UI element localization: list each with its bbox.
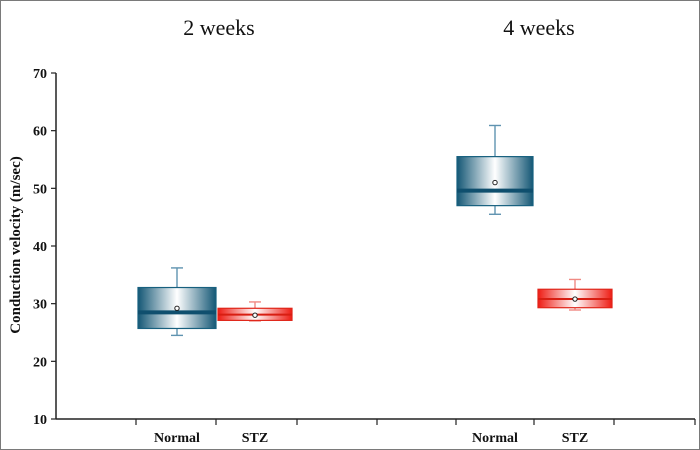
x-category-label: Normal (472, 431, 518, 446)
x-category-label: STZ (562, 431, 588, 446)
y-tick-label: 10 (33, 413, 47, 428)
mean-marker (492, 179, 498, 186)
y-tick-label: 70 (33, 67, 47, 82)
y-tick-label: 30 (33, 298, 47, 313)
x-ticks (135, 419, 696, 425)
y-tick-label: 60 (33, 125, 47, 140)
box-2-weeks-stz: STZ (217, 301, 293, 446)
box-4-weeks-stz: STZ (537, 278, 613, 446)
y-tick-label: 20 (33, 355, 47, 370)
y-axis-label: Conduction velocity (m/sec) (8, 156, 24, 333)
y-tick-label: 40 (33, 240, 47, 255)
x-category-label: STZ (242, 431, 268, 446)
boxes: Normal STZ Normal STZ (137, 124, 613, 446)
x-category-label: Normal (154, 431, 200, 446)
group-title-2-weeks: 2 weeks (183, 15, 254, 40)
group-title-4-weeks: 4 weeks (503, 15, 574, 40)
mean-marker (252, 312, 258, 318)
box-iqr (137, 286, 217, 330)
box-2-weeks-normal: Normal (137, 267, 217, 446)
mean-marker (572, 296, 578, 302)
box-4-weeks-normal: Normal (456, 124, 534, 446)
y-ticks: 10 20 30 40 50 60 70 (33, 67, 56, 428)
y-tick-label: 50 (33, 182, 47, 197)
mean-marker (174, 305, 180, 311)
